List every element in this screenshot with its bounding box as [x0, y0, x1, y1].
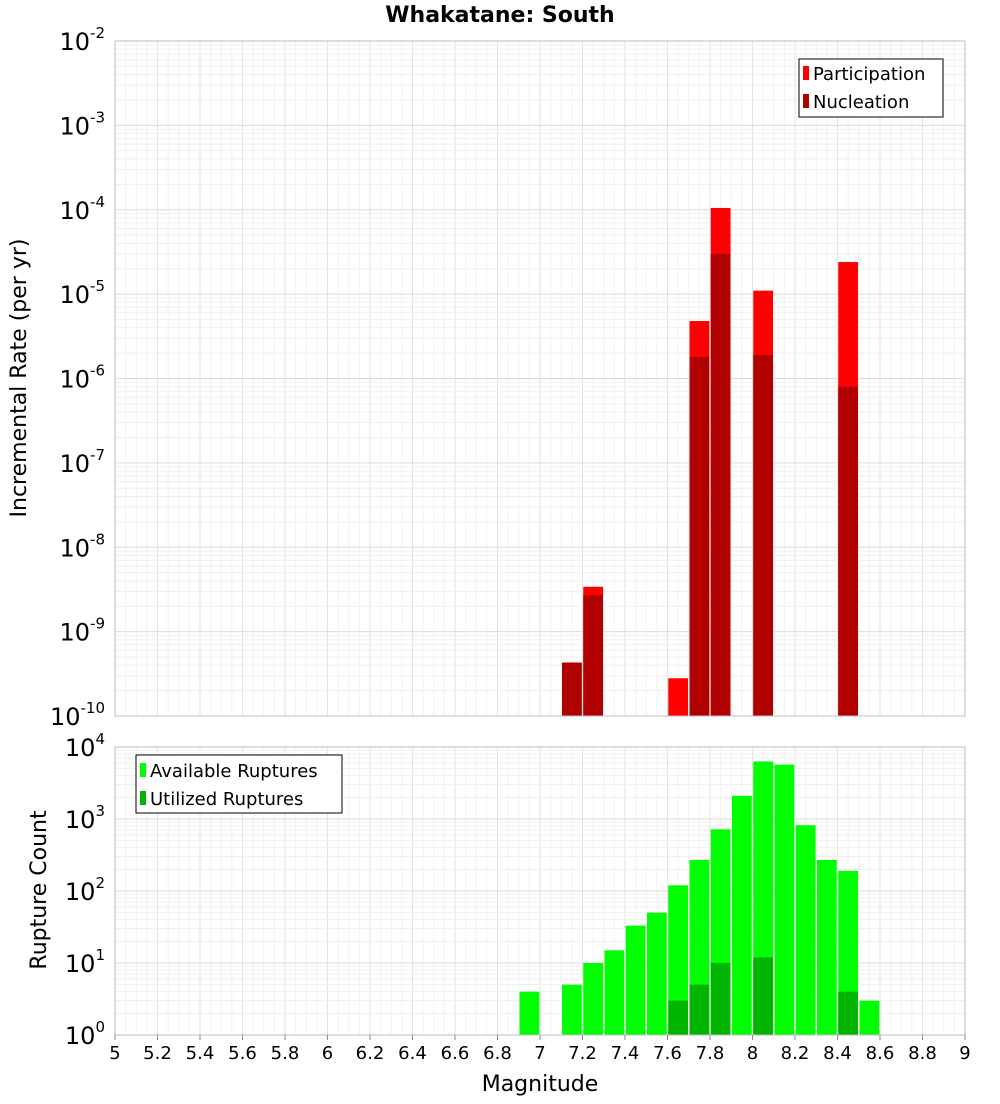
- x-tick-label: 7.6: [653, 1043, 682, 1064]
- top-y-tick-label: 10-9: [59, 615, 105, 647]
- bar-nucleation: [689, 356, 710, 716]
- bar-available-ruptures: [519, 991, 540, 1035]
- bar-nucleation: [753, 354, 773, 716]
- bar-available-ruptures: [583, 963, 603, 1035]
- legend-label-participation: Participation: [813, 64, 925, 85]
- bar-available-ruptures: [562, 984, 582, 1035]
- legend-swatch-participation: [803, 66, 809, 80]
- x-tick-label: 8: [747, 1043, 758, 1064]
- top-legend: Participation Nucleation: [798, 58, 944, 118]
- top-y-tick-label: 10-5: [59, 277, 105, 309]
- top-y-tick-label: 10-4: [59, 193, 105, 225]
- bottom-y-tick-label: 100: [65, 1018, 105, 1050]
- x-tick-label: 7.2: [568, 1043, 597, 1064]
- bottom-y-tick-label: 102: [65, 874, 105, 906]
- x-tick-label: 7.8: [696, 1043, 725, 1064]
- bottom-y-axis-label: Rupture Count: [27, 810, 52, 970]
- top-plot-frame: [114, 40, 966, 717]
- x-tick-label: 6.6: [441, 1043, 470, 1064]
- top-y-tick-label: 10-8: [59, 530, 105, 562]
- x-tick-label: 8.4: [823, 1043, 852, 1064]
- bar-available-ruptures: [732, 795, 752, 1035]
- bottom-y-tick-label: 101: [65, 946, 105, 978]
- legend-label-nucleation: Nucleation: [813, 92, 909, 113]
- bar-nucleation: [583, 595, 603, 716]
- x-tick-label: 6.4: [398, 1043, 427, 1064]
- bar-nucleation: [838, 386, 858, 716]
- x-tick-label: 6.8: [483, 1043, 512, 1064]
- x-tick-label: 6: [322, 1043, 333, 1064]
- bar-available-ruptures: [668, 885, 688, 1035]
- legend-label-utilized: Utilized Ruptures: [150, 789, 303, 810]
- bar-participation: [668, 678, 688, 716]
- x-tick-label: 8.8: [908, 1043, 937, 1064]
- legend-swatch-utilized: [140, 791, 146, 805]
- bar-utilized-ruptures: [710, 963, 731, 1035]
- legend-swatch-nucleation: [803, 94, 809, 108]
- top-legend-box: [798, 58, 944, 118]
- legend-label-available: Available Ruptures: [150, 761, 318, 782]
- top-y-tick-label: 10-3: [59, 108, 105, 140]
- x-tick-label: 5.6: [228, 1043, 257, 1064]
- bar-utilized-ruptures: [838, 991, 858, 1035]
- bar-utilized-ruptures: [689, 984, 710, 1035]
- x-axis-label: Magnitude: [482, 1072, 599, 1097]
- top-y-tick-label: 10-10: [50, 699, 105, 731]
- x-tick-label: 7: [534, 1043, 545, 1064]
- bar-available-ruptures: [795, 825, 816, 1035]
- x-tick-label: 5.8: [271, 1043, 300, 1064]
- x-tick-label: 5: [109, 1043, 120, 1064]
- bottom-y-tick-label: 104: [65, 730, 105, 762]
- bar-nucleation: [562, 662, 582, 716]
- bar-nucleation: [710, 253, 731, 716]
- bar-available-ruptures: [604, 950, 625, 1035]
- bottom-legend: Available Ruptures Utilized Ruptures: [135, 754, 343, 814]
- bottom-legend-box: [135, 754, 343, 814]
- x-tick-label: 8.2: [781, 1043, 810, 1064]
- top-y-tick-label: 10-6: [59, 362, 105, 394]
- bar-available-ruptures: [859, 1000, 880, 1035]
- x-tick-label: 8.6: [866, 1043, 895, 1064]
- bar-available-ruptures: [774, 764, 795, 1035]
- top-y-tick-label: 10-2: [59, 24, 105, 56]
- x-tick-label: 9: [959, 1043, 970, 1064]
- top-y-axis-label: Incremental Rate (per yr): [7, 239, 32, 518]
- bottom-y-tick-label: 103: [65, 802, 105, 834]
- x-tick-label: 5.4: [186, 1043, 215, 1064]
- x-tick-label: 6.2: [356, 1043, 385, 1064]
- top-y-tick-label: 10-7: [59, 446, 105, 478]
- legend-swatch-available: [140, 763, 146, 777]
- bar-utilized-ruptures: [753, 957, 773, 1035]
- x-tick-label: 7.4: [611, 1043, 640, 1064]
- bar-available-ruptures: [817, 859, 837, 1035]
- bar-available-ruptures: [625, 925, 646, 1035]
- bar-utilized-ruptures: [668, 1000, 688, 1035]
- x-tick-label: 5.2: [143, 1043, 172, 1064]
- bar-available-ruptures: [647, 912, 667, 1035]
- chart-title: Whakatane: South: [385, 3, 614, 28]
